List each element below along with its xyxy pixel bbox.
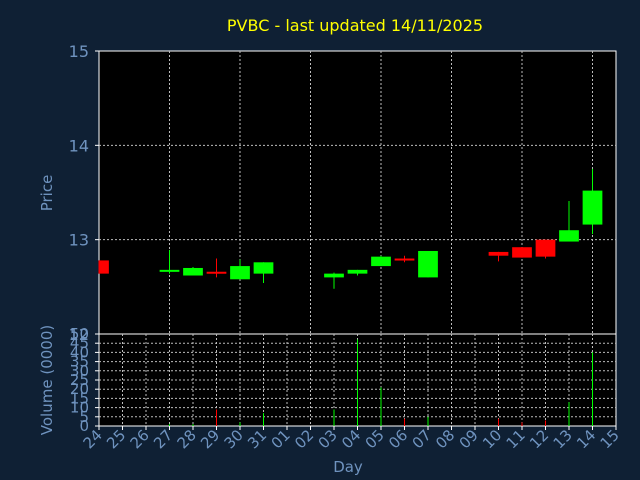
- day-tick-label: 30: [221, 426, 247, 452]
- price-y-tick-label: 15: [69, 42, 89, 61]
- day-tick-label: 25: [103, 426, 129, 452]
- day-tick-label: 31: [244, 426, 270, 452]
- candle-body: [371, 256, 391, 267]
- price-y-tick-label: 14: [69, 136, 89, 155]
- candle-body: [206, 271, 227, 274]
- volume-y-tick-label: 10: [70, 399, 89, 417]
- day-tick-label: 11: [503, 426, 529, 452]
- day-tick-label: 29: [197, 426, 223, 452]
- day-tick-label: 14: [573, 426, 599, 452]
- candle-body: [324, 273, 344, 278]
- day-tick-label: 26: [127, 426, 153, 452]
- candle-body: [535, 239, 556, 257]
- day-tick-label: 01: [268, 426, 294, 452]
- volume-bars: [169, 339, 593, 426]
- candle-body: [394, 258, 415, 261]
- candle-body: [559, 230, 579, 242]
- day-tick-label: 08: [432, 426, 458, 452]
- candle-body: [183, 267, 203, 276]
- day-tick-label: 05: [362, 426, 388, 452]
- day-tick-label: 12: [526, 426, 552, 452]
- day-tick-label: 09: [456, 426, 482, 452]
- candle-body: [488, 251, 509, 256]
- volume-y-tick-label: 50: [70, 325, 89, 343]
- volume-y-tick-label: 25: [70, 371, 89, 389]
- chart-title: PVBC - last updated 14/11/2025: [227, 16, 483, 35]
- volume-y-tick-label: 0: [79, 417, 89, 435]
- price-y-tick-label: 13: [69, 231, 89, 250]
- candle-body: [418, 250, 438, 278]
- price-y-tick-label: 12: [69, 325, 89, 344]
- day-tick-label: 15: [597, 426, 623, 452]
- volume-y-tick-label: 45: [70, 334, 89, 352]
- price-plot-area: [98, 50, 617, 335]
- day-tick-label: 07: [409, 426, 435, 452]
- day-tick-label: 10: [479, 426, 505, 452]
- day-ticks: 2425262728293031010203040506070809101112…: [80, 426, 623, 452]
- volume-axis-title: Volume (0000): [38, 325, 56, 435]
- price-axis-title: Price: [38, 175, 56, 212]
- candle-body: [347, 269, 368, 274]
- volume-y-tick-label: 5: [79, 408, 89, 426]
- x-axis-title: Day: [333, 458, 363, 476]
- day-tick-label: 04: [338, 426, 364, 452]
- volume-y-tick-label: 20: [70, 380, 89, 398]
- day-tick-label: 03: [315, 426, 341, 452]
- volume-y-tick-label: 40: [70, 343, 89, 361]
- candles: [98, 168, 603, 289]
- candle-body: [253, 262, 274, 274]
- price-y-ticks: 12 13 14 15: [69, 42, 99, 344]
- volume-y-tick-label: 15: [70, 389, 89, 407]
- candle-body: [582, 190, 603, 225]
- day-tick-label: 06: [385, 426, 411, 452]
- day-tick-label: 02: [291, 426, 317, 452]
- candle-body: [512, 247, 532, 258]
- candle-body: [159, 269, 180, 272]
- day-tick-label: 13: [550, 426, 576, 452]
- day-tick-label: 27: [150, 426, 176, 452]
- day-tick-label: 28: [174, 426, 200, 452]
- volume-y-tick-label: 35: [70, 353, 89, 371]
- candle-body: [230, 266, 250, 280]
- candle-body: [99, 260, 109, 274]
- volume-y-tick-label: 30: [70, 362, 89, 380]
